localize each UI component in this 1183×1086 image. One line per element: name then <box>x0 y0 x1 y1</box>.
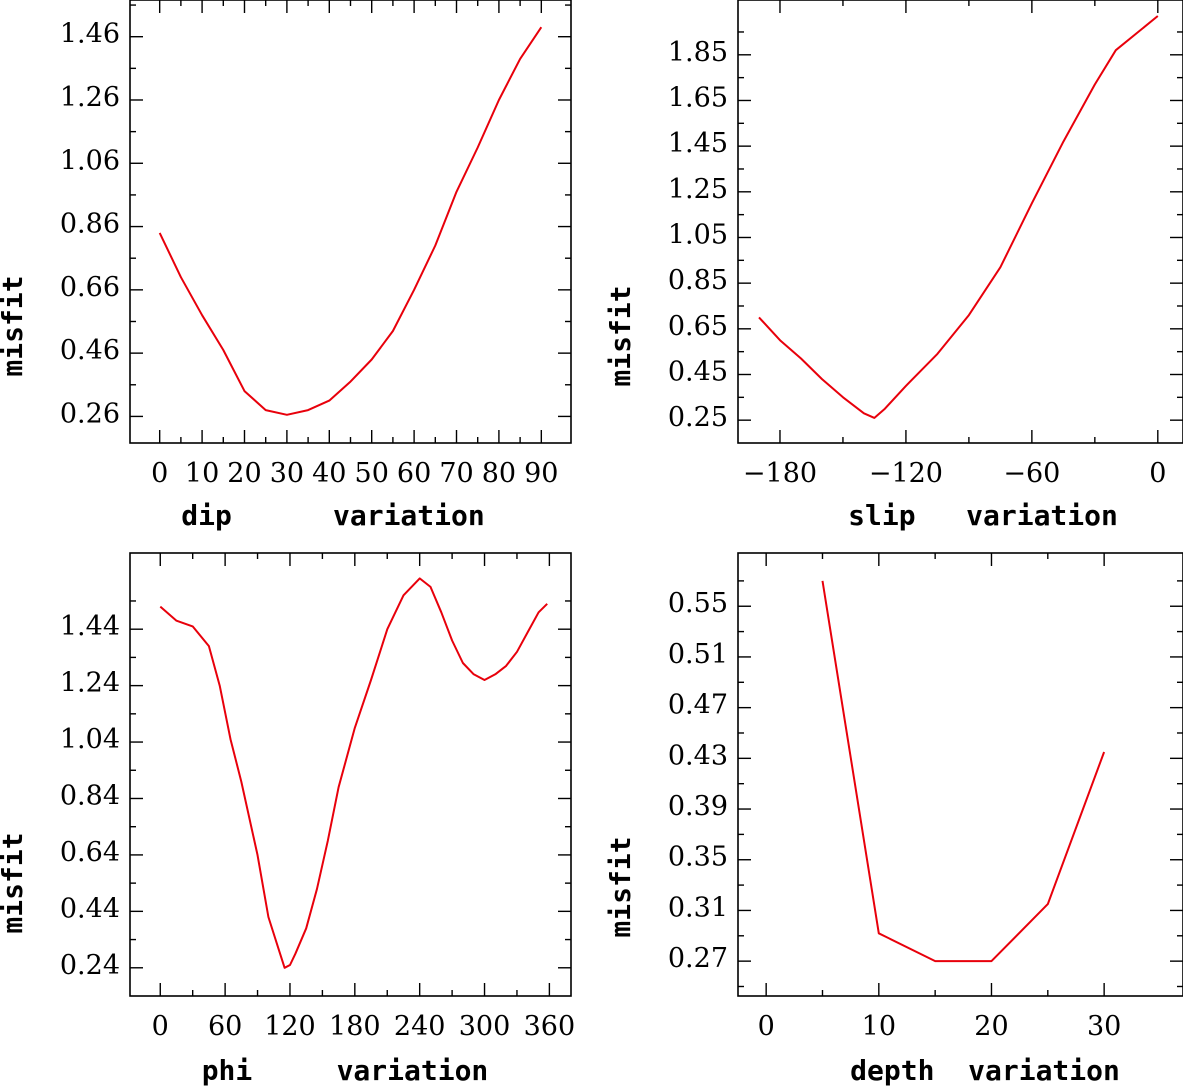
y-tick-label: 1.06 <box>60 145 120 176</box>
y-tick-label: 0.64 <box>60 837 120 868</box>
axes-frame <box>737 0 1183 444</box>
y-tick-label: 0.24 <box>60 950 120 981</box>
y-tick-label: 1.46 <box>60 19 120 50</box>
x-axis-label: depth variation <box>850 1054 1120 1086</box>
y-axis-label: misfit <box>0 832 29 933</box>
x-tick-label: 40 <box>312 458 346 489</box>
tick-label-group: 0 10 20 30 0.27 0.31 0.35 0.39 0.43 0.47 0.51 0.55 <box>668 588 1121 1042</box>
tick-group <box>738 553 1183 996</box>
x-tick-label: 0 <box>152 1011 169 1042</box>
x-tick-label: 60 <box>397 458 431 489</box>
tick-label-group: 0 10 20 30 40 50 60 70 80 90 0.26 0.46 0.66 0.86 1.06 1… <box>60 19 559 489</box>
x-tick-label: 50 <box>355 458 389 489</box>
y-tick-label: 1.25 <box>668 174 728 205</box>
y-tick-label: 0.35 <box>668 842 728 873</box>
x-tick-label: 70 <box>439 458 473 489</box>
tick-label-group: −180 −120 −60 0 0.25 0.45 0.65 0.85 1.05 1.25 1.45… <box>668 37 1167 489</box>
y-tick-label: 0.47 <box>668 690 728 721</box>
x-tick-label: 60 <box>208 1011 242 1042</box>
x-tick-label: 20 <box>974 1011 1008 1042</box>
panel-depth: 0 10 20 300.270.310.350.390.430.470.510.55 … <box>604 552 1183 1086</box>
y-tick-label: 1.85 <box>668 37 728 68</box>
y-tick-label: 0.46 <box>60 335 120 366</box>
x-tick-label: 30 <box>270 458 304 489</box>
axes-frame <box>737 552 1183 997</box>
y-tick-label: 0.43 <box>668 740 728 771</box>
misfit-curve <box>159 577 548 969</box>
misfit-curve <box>158 26 543 416</box>
x-axis-label: slip variation <box>848 499 1118 532</box>
y-tick-label: 0.51 <box>668 639 728 670</box>
y-tick-label: 1.44 <box>60 611 120 642</box>
y-tick-label: 0.85 <box>668 265 728 296</box>
y-tick-label: 0.86 <box>60 209 120 240</box>
x-axis-label: phi variation <box>202 1054 489 1086</box>
y-tick-label: 0.65 <box>668 311 728 342</box>
tick-group <box>738 0 1183 443</box>
y-tick-label: 0.27 <box>668 943 728 974</box>
x-tick-label: 0 <box>151 458 168 489</box>
x-tick-label: 20 <box>227 458 261 489</box>
tick-group <box>130 0 571 443</box>
x-tick-label: 240 <box>394 1011 446 1042</box>
y-tick-label: 1.45 <box>668 128 728 159</box>
x-tick-label: 30 <box>1087 1011 1121 1042</box>
axes-frame <box>129 0 572 444</box>
y-tick-label: 0.84 <box>60 780 120 811</box>
x-tick-label: 90 <box>524 458 558 489</box>
y-tick-label: 1.65 <box>668 82 728 113</box>
panel-dip: 0 10 20 30 40 50 60 70 80 90 0.26 0.46 0.66 0.86 1.06 1… <box>0 0 572 532</box>
y-tick-label: 1.05 <box>668 219 728 250</box>
x-tick-label: 10 <box>185 458 219 489</box>
y-tick-label: 0.31 <box>668 892 728 923</box>
y-tick-label: 0.45 <box>668 356 728 387</box>
x-tick-label: 300 <box>459 1011 511 1042</box>
x-tick-label: 180 <box>329 1011 381 1042</box>
misfit-curve <box>821 580 1106 963</box>
y-tick-label: 0.26 <box>60 398 120 429</box>
tick-group <box>130 553 571 996</box>
x-tick-label: −120 <box>869 458 943 489</box>
panel-slip: −180 −120 −60 0 0.25 0.45 0.65 0.85 1.05 1.25 1.45… <box>604 0 1183 532</box>
x-tick-label: 80 <box>482 458 516 489</box>
x-axis-label: dip variation <box>181 499 484 532</box>
y-axis-label: misfit <box>0 275 29 376</box>
y-tick-label: 1.26 <box>60 82 120 113</box>
axes-frame <box>129 552 572 997</box>
x-tick-label: −180 <box>743 458 817 489</box>
x-tick-label: 0 <box>758 1011 775 1042</box>
tick-label-group: 0 60 120 180 240 300 360 0.24 0.44 0.64 0.84 1.04 1.… <box>60 611 575 1042</box>
y-axis-label: misfit <box>604 836 637 937</box>
x-tick-label: 120 <box>264 1011 316 1042</box>
y-tick-label: 1.24 <box>60 668 120 699</box>
panel-phi: 0 60 120 180 240 300 360 0.24 0.44 0.64 0.84 1.04 1.… <box>0 552 575 1086</box>
x-tick-label: 0 <box>1149 458 1166 489</box>
misfit-curve <box>758 15 1159 419</box>
x-tick-label: −60 <box>1003 458 1060 489</box>
y-tick-label: 1.04 <box>60 724 120 755</box>
y-axis-label: misfit <box>604 285 637 386</box>
x-tick-label: 360 <box>524 1011 576 1042</box>
y-tick-label: 0.25 <box>668 402 728 433</box>
y-tick-label: 0.66 <box>60 272 120 303</box>
x-tick-label: 10 <box>862 1011 896 1042</box>
y-tick-label: 0.39 <box>668 791 728 822</box>
y-tick-label: 0.44 <box>60 893 120 924</box>
y-tick-label: 0.55 <box>668 588 728 619</box>
